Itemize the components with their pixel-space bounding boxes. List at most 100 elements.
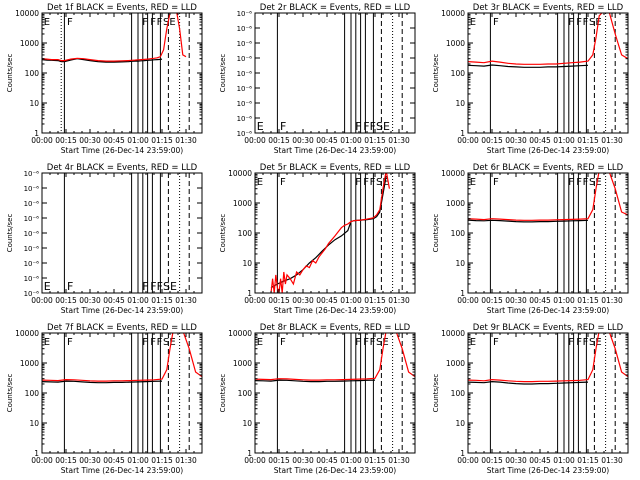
panel-title: Det 4r BLACK = Events, RED = LLD xyxy=(47,163,198,173)
panel-det-8r: Det 8r BLACK = Events, RED = LLD Start Ti… xyxy=(219,323,416,475)
y-tick-label: 10 xyxy=(455,99,465,108)
event-lines xyxy=(489,333,616,453)
panel-title: Det 2r BLACK = Events, RED = LLD xyxy=(260,3,411,13)
panel-title: Det 8r BLACK = Events, RED = LLD xyxy=(260,323,411,333)
marker-label: SE xyxy=(589,17,602,28)
panel-title: Det 9r BLACK = Events, RED = LLD xyxy=(473,323,624,333)
marker-label: SE xyxy=(376,337,389,348)
x-tick-label: 01:30 xyxy=(175,296,197,305)
y-tick-label: 100 xyxy=(25,389,40,398)
x-tick-label: 00:30 xyxy=(505,296,527,305)
marker-label: F xyxy=(67,337,73,348)
marker-label: SE xyxy=(589,177,602,188)
plot-frame xyxy=(254,332,416,454)
marker-label: SE xyxy=(163,280,177,293)
x-tick-label: 00:15 xyxy=(481,296,503,305)
marker-label: F xyxy=(280,120,286,133)
panel-title: Det 3r BLACK = Events, RED = LLD xyxy=(473,3,624,13)
panel-title: Det 6r BLACK = Events, RED = LLD xyxy=(473,163,624,173)
marker-label: F xyxy=(576,337,582,348)
series-line-events xyxy=(255,379,376,383)
x-tick-label: 01:15 xyxy=(364,296,386,305)
plot-frame xyxy=(467,332,629,454)
y-axis-label: Counts/sec xyxy=(219,374,227,413)
x-tick-label: 00:30 xyxy=(79,136,101,145)
marker-label: F xyxy=(157,280,163,293)
marker-label: F xyxy=(370,337,376,348)
x-tick-label: 01:30 xyxy=(175,136,197,145)
x-tick-label: 00:45 xyxy=(316,456,338,465)
event-lines xyxy=(276,333,403,453)
x-tick-label: 00:30 xyxy=(292,296,314,305)
marker-label: E xyxy=(470,337,476,348)
x-tick-label: 00:30 xyxy=(79,296,101,305)
plot-frame xyxy=(254,12,416,134)
event-lines xyxy=(276,13,403,133)
x-tick-label: 01:15 xyxy=(151,296,173,305)
series-line-events xyxy=(468,64,589,68)
marker-label: F xyxy=(142,17,148,28)
x-tick-label: 00:30 xyxy=(79,456,101,465)
x-tick-label: 01:15 xyxy=(577,456,599,465)
y-tick-label: 100 xyxy=(451,229,466,238)
marker-label: F xyxy=(493,337,499,348)
x-tick-label: 01:15 xyxy=(577,136,599,145)
y-tick-label: 1 xyxy=(34,449,39,458)
y-tick-label: 10⁻⁶ xyxy=(24,275,40,283)
marker-label: F xyxy=(150,17,156,28)
marker-label: F xyxy=(583,337,589,348)
marker-label: F xyxy=(568,17,574,28)
x-tick-label: 01:15 xyxy=(151,136,173,145)
x-tick-label: 00:45 xyxy=(103,296,125,305)
y-tick-label: 1000 xyxy=(233,199,252,208)
plot-frame xyxy=(41,12,203,134)
marker-label: F xyxy=(67,17,73,28)
x-tick-label: 01:30 xyxy=(601,456,623,465)
plot-frame xyxy=(41,332,203,454)
x-axis-label: Start Time (26-Dec-14 23:59:00) xyxy=(274,466,396,475)
y-tick-label: 100 xyxy=(451,69,466,78)
x-tick-label: 00:30 xyxy=(505,456,527,465)
series-line-lld xyxy=(270,173,390,293)
x-tick-label: 00:00 xyxy=(457,136,479,145)
event-lines xyxy=(60,13,190,133)
y-tick-label: 10 xyxy=(242,259,252,268)
x-axis-label: Start Time (26-Dec-14 23:59:00) xyxy=(61,306,183,315)
x-tick-label: 00:45 xyxy=(103,136,125,145)
marker-label: SE xyxy=(163,17,176,28)
y-tick-label: 1000 xyxy=(446,359,465,368)
panel-det-5r: Det 5r BLACK = Events, RED = LLD Start Ti… xyxy=(219,163,416,315)
plot-frame xyxy=(467,12,629,134)
x-tick-label: 01:00 xyxy=(127,136,149,145)
x-tick-label: 01:00 xyxy=(553,456,575,465)
x-tick-label: 00:00 xyxy=(31,136,53,145)
y-axis-label: Counts/sec xyxy=(6,54,14,93)
series-group xyxy=(255,333,415,383)
y-tick-label: 1 xyxy=(247,289,252,298)
marker-label: F xyxy=(157,337,163,348)
y-tick-label: 10 xyxy=(29,419,39,428)
y-tick-label: 10⁻⁶ xyxy=(24,170,40,178)
x-tick-label: 01:30 xyxy=(388,136,410,145)
x-tick-label: 00:15 xyxy=(55,136,77,145)
y-tick-label: 1000 xyxy=(20,39,39,48)
series-line-events xyxy=(270,175,387,289)
marker-label: F xyxy=(363,177,369,188)
y-axis-label: Counts/sec xyxy=(6,214,14,253)
x-axis-label: Start Time (26-Dec-14 23:59:00) xyxy=(274,306,396,315)
y-tick-label: 10⁻⁶ xyxy=(24,230,40,238)
y-tick-label: 1000 xyxy=(446,199,465,208)
marker-label: F xyxy=(493,17,499,28)
y-axis-label: Counts/sec xyxy=(6,374,14,413)
x-tick-label: 00:00 xyxy=(457,296,479,305)
series-line-events xyxy=(468,380,589,385)
marker-label: F xyxy=(370,177,376,188)
marker-label: SE xyxy=(163,337,176,348)
y-tick-label: 10000 xyxy=(15,329,39,338)
panel-det-1f: Det 1f BLACK = Events, RED = LLD Start Ti… xyxy=(6,3,203,155)
marker-label: F xyxy=(355,177,361,188)
marker-label: SE xyxy=(589,337,602,348)
x-tick-label: 01:00 xyxy=(553,136,575,145)
series-line-events xyxy=(468,219,589,223)
